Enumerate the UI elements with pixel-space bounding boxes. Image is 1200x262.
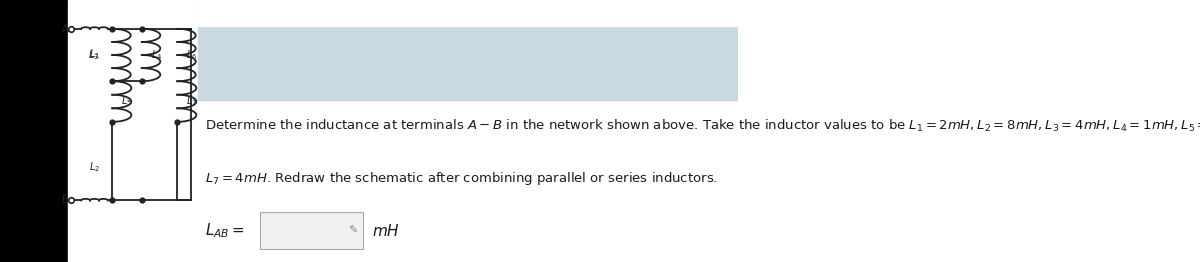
Bar <box>198 0 738 26</box>
Bar <box>198 0 738 262</box>
FancyBboxPatch shape <box>260 212 364 249</box>
Text: $L_6$: $L_6$ <box>186 48 198 62</box>
Bar <box>68 0 198 262</box>
Text: $mH$: $mH$ <box>372 222 400 239</box>
Bar <box>0 0 68 262</box>
Text: $L_2$: $L_2$ <box>89 160 100 174</box>
Text: Determine the inductance at terminals $A - B$ in the network shown above. Take t: Determine the inductance at terminals $A… <box>205 118 1200 134</box>
Text: A: A <box>61 24 68 34</box>
Text: $L_4$: $L_4$ <box>151 48 162 62</box>
Text: $L_{AB} =$: $L_{AB} =$ <box>205 221 245 240</box>
Text: $L_3$: $L_3$ <box>88 48 98 62</box>
Text: $L_7 = 4mH$. Redraw the schematic after combining parallel or series inductors.: $L_7 = 4mH$. Redraw the schematic after … <box>205 170 718 187</box>
Text: $L_1$: $L_1$ <box>89 47 100 61</box>
Bar <box>198 0 738 100</box>
Text: ✎: ✎ <box>348 226 356 236</box>
Text: $L_5$: $L_5$ <box>121 95 132 108</box>
Text: $L_7$: $L_7$ <box>186 95 197 108</box>
Text: B: B <box>61 195 68 205</box>
